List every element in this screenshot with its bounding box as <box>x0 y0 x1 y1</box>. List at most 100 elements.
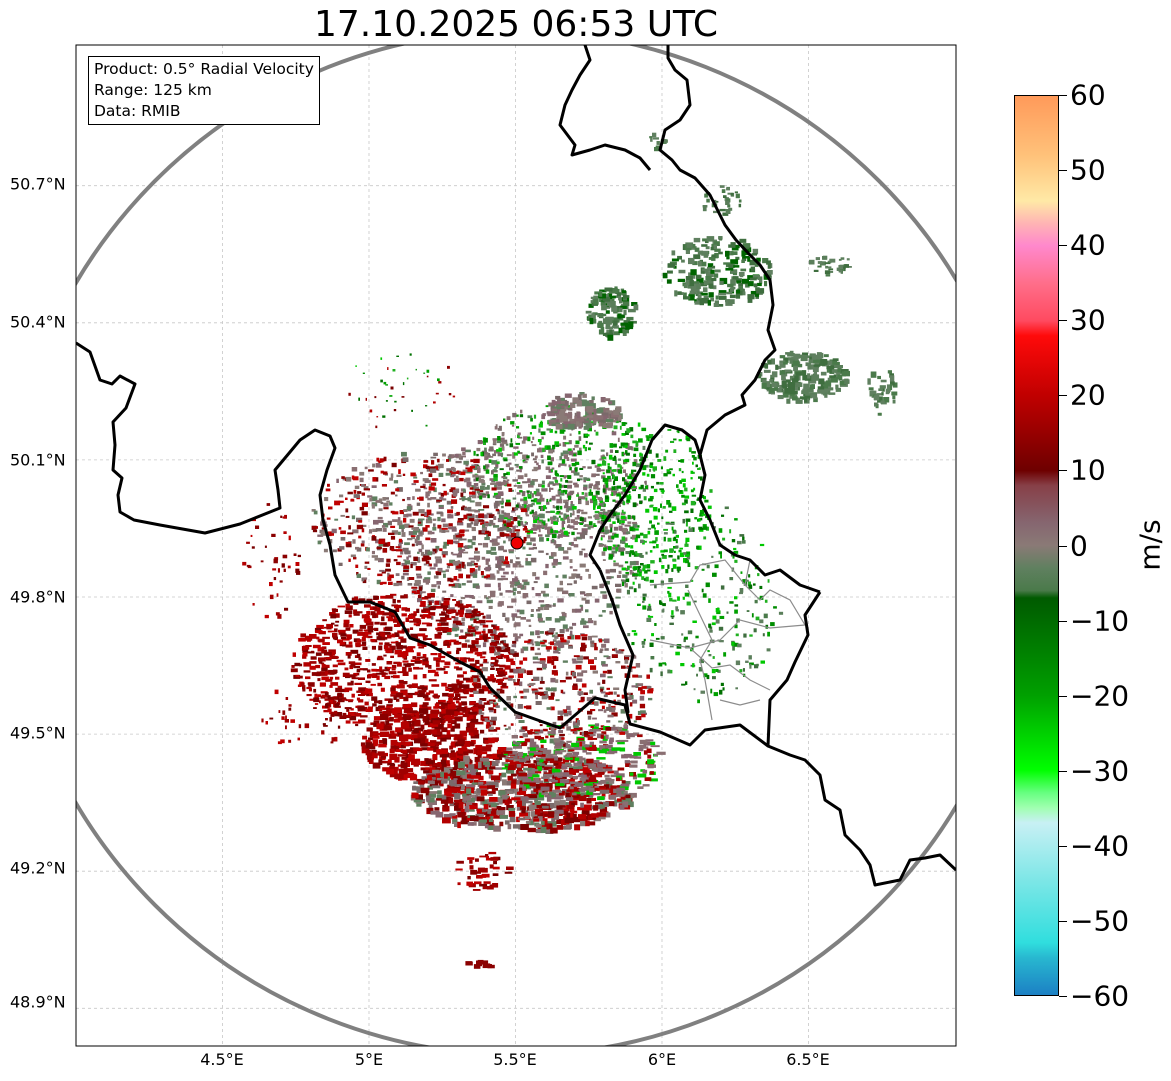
echo-pixel <box>573 683 578 686</box>
echo-pixel <box>403 570 409 573</box>
echo-pixel <box>591 744 597 750</box>
echo-pixel <box>431 642 438 646</box>
echo-pixel <box>609 449 613 453</box>
echo-pixel <box>456 627 460 631</box>
echo-pixel <box>430 810 440 815</box>
echo-pixel <box>544 824 550 830</box>
echo-pixel <box>698 467 701 470</box>
echo-pixel <box>644 464 649 468</box>
echo-pixel <box>317 639 325 642</box>
echo-pixel <box>463 546 468 549</box>
echo-pixel <box>533 516 538 519</box>
echo-pixel <box>510 661 516 666</box>
echo-pixel <box>401 575 405 580</box>
echo-pixel <box>442 523 449 528</box>
echo-pixel <box>606 656 611 660</box>
echo-pixel <box>381 525 386 528</box>
echo-pixel <box>483 505 490 509</box>
echo-pixel <box>433 729 441 736</box>
echo-pixel <box>424 738 429 744</box>
echo-pixel <box>441 777 448 783</box>
echo-pixel <box>459 477 464 482</box>
echo-pixel <box>413 728 419 734</box>
echo-pixel <box>629 427 634 432</box>
echo-pixel <box>540 590 546 594</box>
echo-pixel <box>320 691 328 694</box>
echo-pixel <box>514 788 519 794</box>
echo-pixel <box>473 730 479 735</box>
echo-pixel <box>631 473 636 478</box>
echo-pixel <box>305 676 311 680</box>
echo-pixel <box>529 753 534 756</box>
echo-pixel <box>601 731 607 735</box>
echo-pixel <box>498 568 505 571</box>
echo-pixel <box>469 568 475 573</box>
echo-pixel <box>513 679 516 683</box>
echo-pixel <box>436 667 443 671</box>
echo-pixel <box>503 479 506 484</box>
echo-pixel <box>488 707 494 711</box>
echo-pixel <box>496 806 502 810</box>
echo-pixel <box>430 538 437 543</box>
echo-pixel <box>527 504 533 508</box>
echo-pixel <box>624 561 629 564</box>
echo-pixel <box>361 540 365 544</box>
echo-pixel <box>665 569 669 574</box>
echo-pixel <box>489 642 497 646</box>
echo-pixel <box>578 496 585 499</box>
echo-pixel <box>505 463 510 468</box>
echo-pixel <box>572 622 577 626</box>
echo-pixel <box>381 484 387 487</box>
echo-pixel <box>554 672 558 676</box>
echo-pixel <box>349 716 357 721</box>
echo-pixel <box>517 678 520 684</box>
echo-pixel <box>533 788 539 792</box>
echo-pixel <box>418 781 425 785</box>
echo-pixel <box>338 629 346 633</box>
echo-pixel <box>356 669 360 673</box>
echo-pixel <box>404 523 410 528</box>
echo-pixel <box>566 726 571 731</box>
echo-pixel <box>540 641 545 645</box>
echo-pixel <box>508 811 516 817</box>
echo-pixel <box>562 590 569 595</box>
echo-pixel <box>672 473 675 477</box>
echo-pixel <box>526 800 533 804</box>
echo-pixel <box>588 484 592 489</box>
echo-pixel <box>438 504 444 509</box>
echo-pixel <box>607 676 613 679</box>
echo-pixel <box>402 656 407 659</box>
echo-pixel <box>475 744 483 751</box>
echo-pixel <box>607 770 617 774</box>
echo-pixel <box>336 478 339 483</box>
echo-pixel <box>571 470 575 473</box>
echo-pixel <box>581 597 587 601</box>
echo-pixel <box>470 733 480 739</box>
echo-pixel <box>530 773 538 776</box>
echo-pixel <box>632 573 635 577</box>
echo-pixel <box>486 816 491 820</box>
echo-pixel <box>496 461 500 465</box>
echo-pixel <box>390 535 396 540</box>
echo-pixel <box>602 472 605 475</box>
echo-pixel <box>759 543 765 547</box>
echo-pixel <box>573 675 577 679</box>
echo-pixel <box>461 583 466 586</box>
echo-pixel <box>639 532 644 536</box>
echo-pixel <box>605 734 609 740</box>
echo-pixel <box>560 517 565 521</box>
echo-pixel <box>748 581 751 587</box>
echo-pixel <box>617 437 620 442</box>
echo-pixel <box>512 479 518 482</box>
echo-pixel <box>392 519 398 522</box>
echo-pixel <box>420 787 430 794</box>
echo-pixel <box>566 824 570 829</box>
echo-pixel <box>552 552 557 557</box>
echo-pixel <box>506 780 513 786</box>
echo-pixel <box>345 652 352 656</box>
echo-pixel <box>423 527 428 532</box>
echo-pixel <box>458 470 462 475</box>
echo-pixel <box>324 698 330 701</box>
echo-pixel <box>696 498 699 501</box>
echo-pixel <box>497 436 501 441</box>
